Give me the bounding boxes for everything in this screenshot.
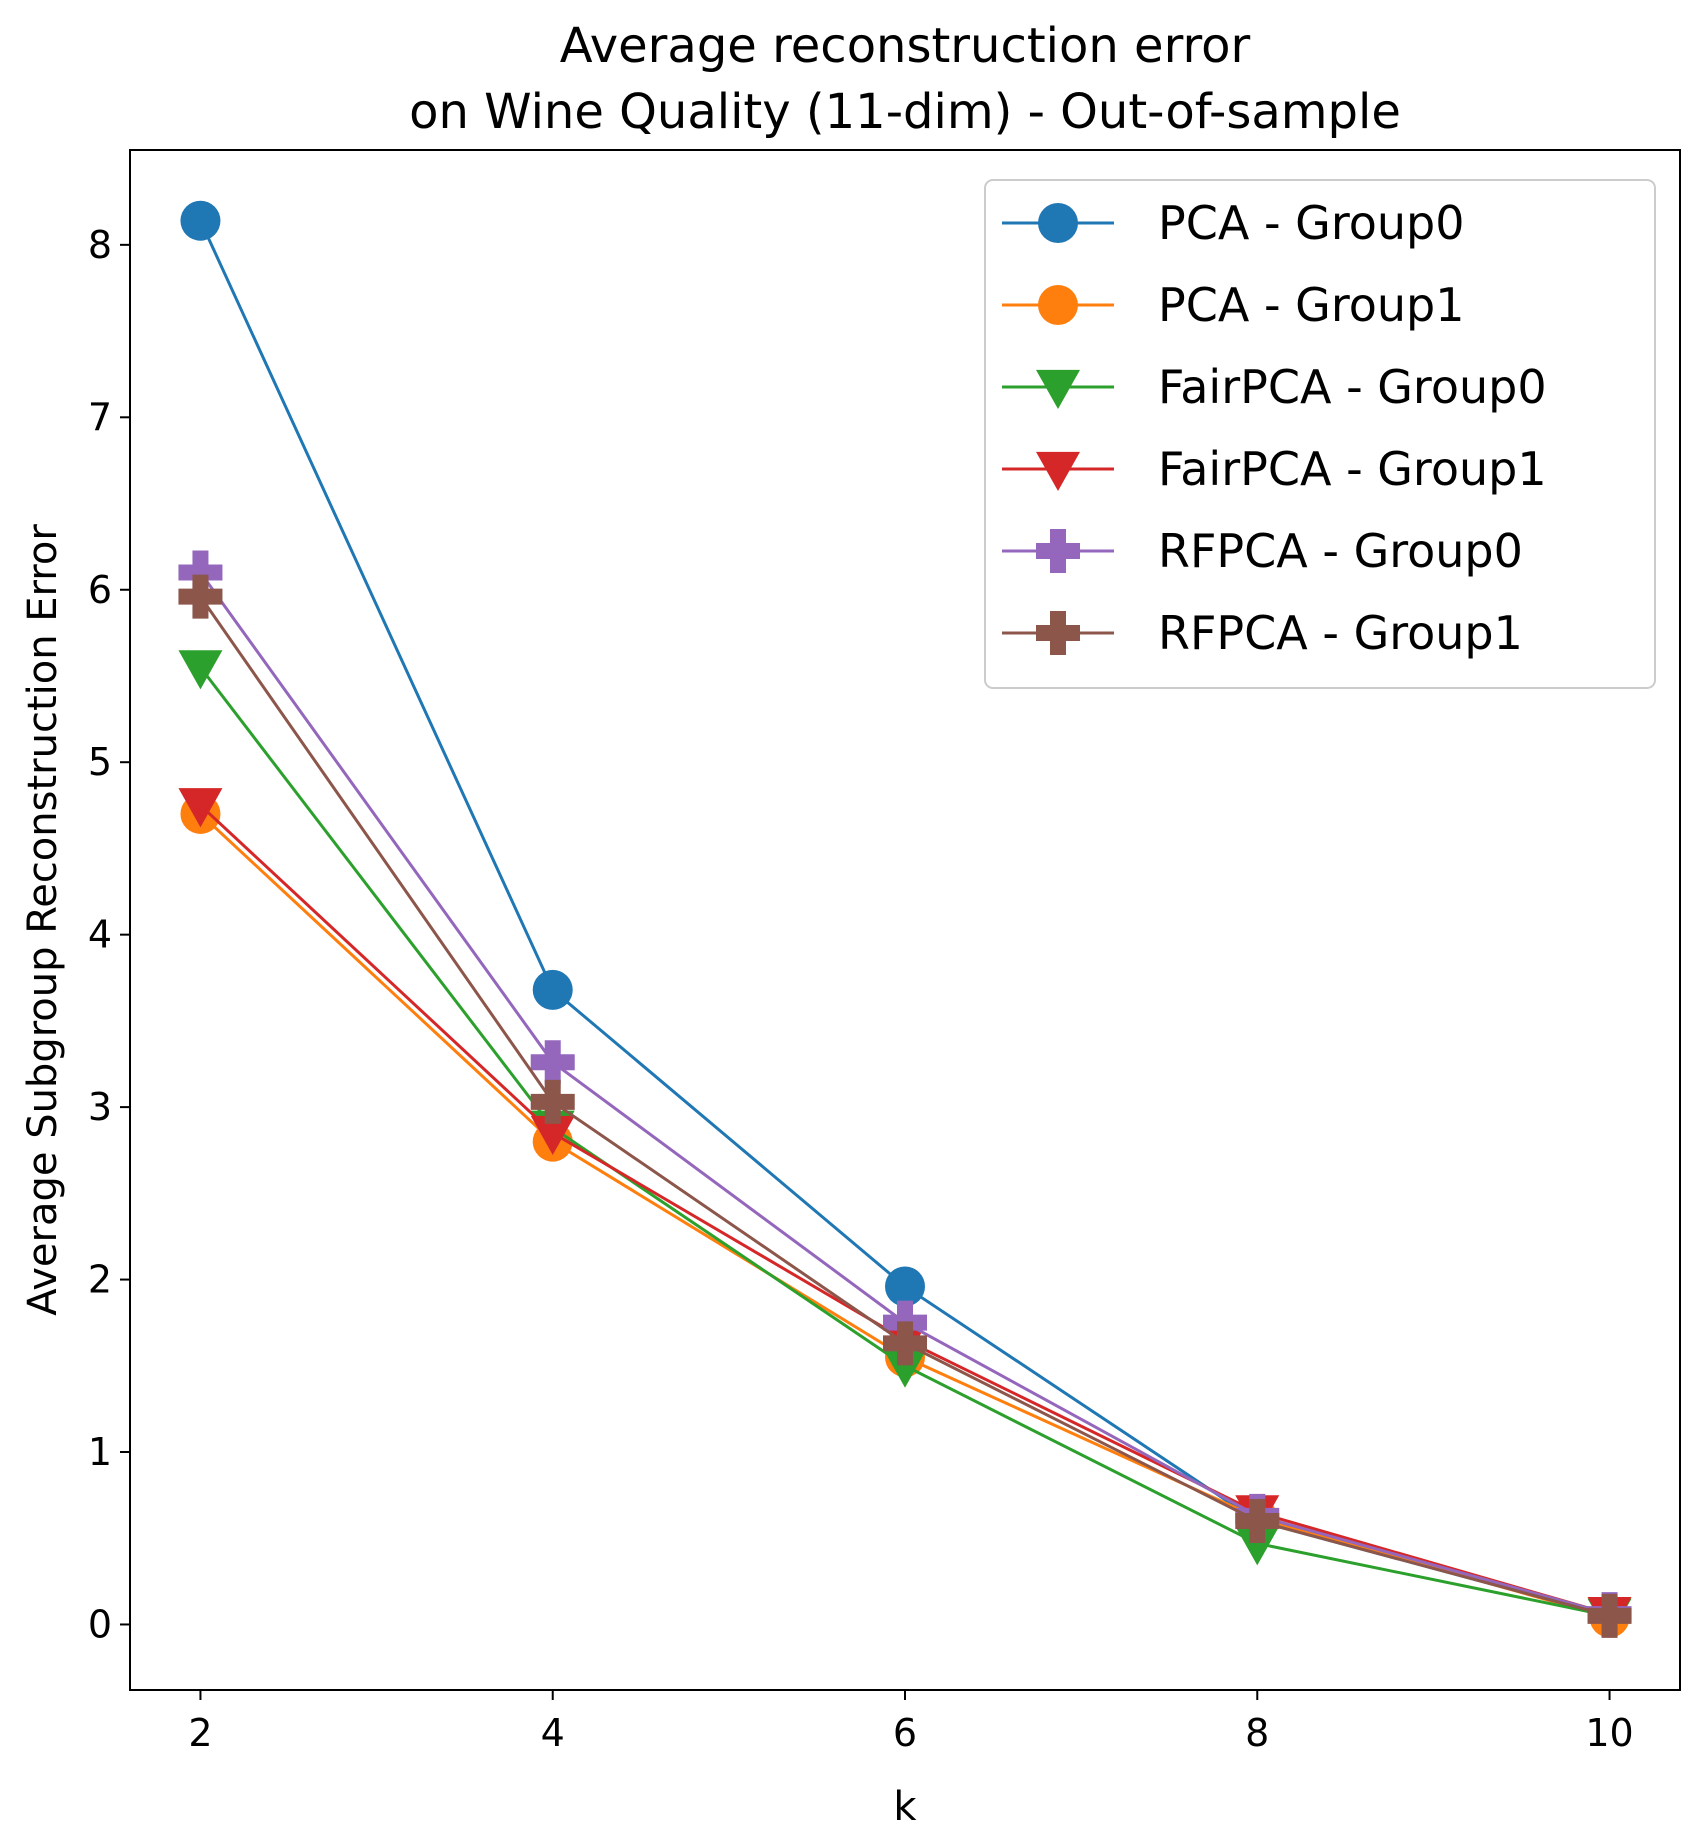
series-4 bbox=[178, 550, 1632, 1637]
data-point-0-0 bbox=[180, 200, 221, 241]
x-tick-label-2: 2 bbox=[188, 1711, 212, 1755]
legend: PCA - Group0 PCA - Group1 FairPCA - Group0… bbox=[984, 179, 1656, 689]
legend-marker-4 bbox=[1036, 529, 1080, 573]
chart-title-line-2: on Wine Quality (11-dim) - Out-of-sample bbox=[409, 84, 1401, 140]
legend-label-1: PCA - Group1 bbox=[1158, 278, 1464, 332]
series-1 bbox=[180, 793, 1630, 1638]
data-point-5-2 bbox=[883, 1321, 927, 1366]
data-point-5-4 bbox=[1587, 1593, 1632, 1638]
series-line-4 bbox=[199, 571, 1610, 1616]
legend-label-3: FairPCA - Group1 bbox=[1158, 442, 1547, 496]
series-3 bbox=[178, 788, 1632, 1637]
data-point-3-0 bbox=[178, 788, 223, 828]
legend-label-0: PCA - Group0 bbox=[1158, 196, 1464, 250]
y-tick-label-4: 4 bbox=[88, 913, 112, 957]
y-axis-label: Average Subgroup Reconstruction Error bbox=[20, 524, 66, 1316]
data-point-5-3 bbox=[1235, 1498, 1280, 1543]
legend-marker-1 bbox=[1038, 285, 1078, 325]
data-point-2-3 bbox=[1235, 1526, 1280, 1566]
series-5 bbox=[178, 574, 1632, 1638]
legend-item-0: PCA - Group0 bbox=[1002, 196, 1464, 250]
legend-marker-2 bbox=[1036, 369, 1080, 409]
data-point-0-1 bbox=[532, 969, 573, 1010]
legend-item-4: RFPCA - Group0 bbox=[1002, 524, 1523, 578]
y-tick-label-6: 6 bbox=[88, 568, 112, 612]
data-point-4-1 bbox=[530, 1040, 575, 1085]
legend-item-1: PCA - Group1 bbox=[1002, 278, 1464, 332]
y-axis: 0 1 2 3 4 5 6 7 8 bbox=[88, 223, 130, 1646]
y-tick-label-0: 0 bbox=[88, 1602, 112, 1646]
x-axis-label: k bbox=[893, 1784, 917, 1830]
legend-item-2: FairPCA - Group0 bbox=[1002, 360, 1547, 414]
y-tick-label-2: 2 bbox=[88, 1258, 112, 1302]
y-tick-label-3: 3 bbox=[88, 1085, 112, 1129]
series-line-5 bbox=[199, 595, 1610, 1618]
series-line-2 bbox=[199, 666, 1610, 1618]
data-point-2-2 bbox=[883, 1348, 927, 1388]
y-tick-label-7: 7 bbox=[88, 395, 112, 439]
legend-marker-5 bbox=[1036, 611, 1080, 655]
x-axis: 2 4 6 8 10 bbox=[188, 1690, 1634, 1755]
series-2 bbox=[178, 650, 1632, 1638]
data-point-4-0 bbox=[178, 550, 223, 595]
legend-label-2: FairPCA - Group0 bbox=[1158, 360, 1547, 414]
series-layer bbox=[178, 200, 1632, 1638]
legend-marker-0 bbox=[1038, 203, 1078, 243]
x-tick-label-10: 10 bbox=[1585, 1711, 1633, 1755]
legend-box bbox=[984, 179, 1656, 689]
y-tick-label-1: 1 bbox=[88, 1430, 112, 1474]
legend-item-3: FairPCA - Group1 bbox=[1002, 442, 1547, 496]
x-tick-label-4: 4 bbox=[541, 1711, 565, 1755]
data-point-5-0 bbox=[178, 574, 223, 619]
y-tick-label-5: 5 bbox=[88, 740, 112, 784]
legend-marker-3 bbox=[1036, 451, 1080, 491]
series-line-1 bbox=[199, 812, 1610, 1620]
data-point-3-1 bbox=[530, 1115, 575, 1155]
data-point-5-1 bbox=[530, 1079, 575, 1124]
data-point-2-0 bbox=[178, 650, 223, 690]
chart-title-line-1: Average reconstruction error bbox=[560, 18, 1251, 74]
legend-label-4: RFPCA - Group0 bbox=[1158, 524, 1523, 578]
data-point-0-2 bbox=[885, 1266, 925, 1307]
series-line-3 bbox=[199, 804, 1610, 1616]
x-tick-label-6: 6 bbox=[893, 1711, 917, 1755]
legend-item-5: RFPCA - Group1 bbox=[1002, 606, 1523, 660]
legend-label-5: RFPCA - Group1 bbox=[1158, 606, 1523, 660]
y-tick-label-8: 8 bbox=[88, 223, 112, 267]
x-tick-label-8: 8 bbox=[1245, 1711, 1269, 1755]
